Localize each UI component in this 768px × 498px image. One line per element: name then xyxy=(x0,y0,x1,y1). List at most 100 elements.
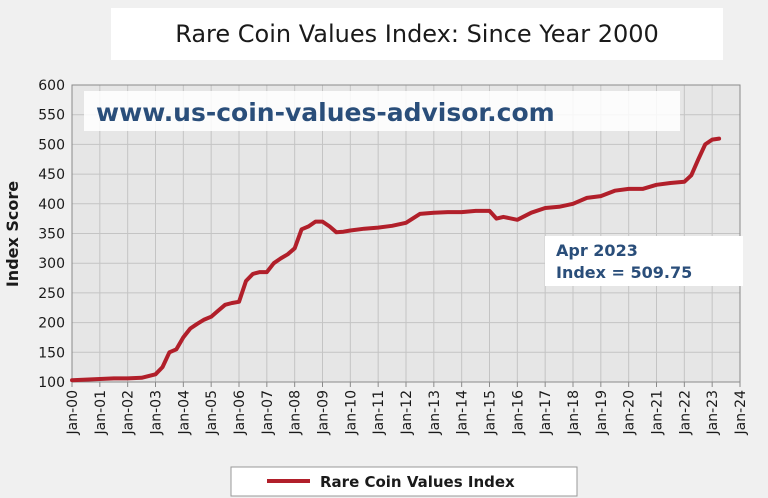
data-point xyxy=(182,336,184,338)
x-tick-label: Jan-12 xyxy=(399,390,415,435)
data-point xyxy=(85,379,87,381)
plot-border xyxy=(71,84,741,383)
data-point xyxy=(704,143,706,145)
x-tick-label: Jan-16 xyxy=(510,390,526,436)
data-point xyxy=(495,218,498,220)
legend: Rare Coin Values Index xyxy=(230,466,578,497)
y-tick-label: 600 xyxy=(38,78,65,94)
data-point xyxy=(669,182,672,184)
data-point xyxy=(690,174,692,176)
data-point xyxy=(600,195,602,197)
x-tick-label: Jan-09 xyxy=(316,390,332,435)
data-point xyxy=(238,301,240,303)
x-tick-label: Jan-18 xyxy=(566,390,582,435)
annotation-line-1: Apr 2023 xyxy=(556,241,638,260)
data-point xyxy=(433,212,435,214)
x-tick-label: Jan-06 xyxy=(232,390,248,436)
y-tick-label: 450 xyxy=(38,167,65,183)
data-point xyxy=(349,229,351,232)
data-point xyxy=(718,138,720,140)
x-tick-label: Jan-00 xyxy=(65,390,81,435)
data-point xyxy=(217,310,219,312)
data-point xyxy=(530,212,532,214)
data-point xyxy=(447,211,449,213)
y-tick-label: 500 xyxy=(38,137,65,153)
data-point xyxy=(642,188,644,190)
data-point xyxy=(113,377,115,379)
data-point xyxy=(711,139,713,141)
data-point xyxy=(321,221,324,223)
data-point xyxy=(161,366,164,368)
x-tick-label: Jan-08 xyxy=(288,390,304,435)
series-layer xyxy=(70,136,722,383)
data-point xyxy=(231,302,233,304)
data-point xyxy=(168,351,170,353)
data-point xyxy=(363,228,365,230)
data-point xyxy=(314,221,317,223)
data-point xyxy=(141,377,143,379)
data-point xyxy=(196,323,198,325)
chart-title: Rare Coin Values Index: Since Year 2000 xyxy=(111,8,723,60)
y-tick-label: 400 xyxy=(38,197,65,213)
x-tick-label: Jan-04 xyxy=(176,390,192,436)
data-point xyxy=(259,271,261,273)
data-point xyxy=(252,273,254,275)
y-axis-label: Index Score xyxy=(3,181,22,287)
data-point xyxy=(287,253,289,255)
y-tick-label: 100 xyxy=(38,375,65,391)
y-tick-label: 200 xyxy=(38,316,65,332)
watermark-group: www.us-coin-values-advisor.com xyxy=(84,91,680,131)
data-point xyxy=(502,216,504,218)
x-tick-label: Jan-11 xyxy=(371,390,387,435)
data-point xyxy=(697,158,699,160)
data-point xyxy=(71,379,73,381)
watermark-background xyxy=(84,91,680,131)
data-point xyxy=(245,280,247,282)
data-point xyxy=(175,348,177,350)
y-axis-ticks: 600 550 500 450 400 350 300 250 200 150 100 xyxy=(38,78,65,391)
y-tick-label: 300 xyxy=(38,256,65,272)
data-point xyxy=(203,319,205,321)
data-point xyxy=(655,184,658,186)
data-point xyxy=(154,373,157,375)
data-point xyxy=(516,219,518,221)
data-point xyxy=(475,210,477,212)
x-tick-label: Jan-13 xyxy=(427,390,443,435)
data-point xyxy=(342,231,344,233)
y-tick-label: 550 xyxy=(38,108,65,124)
data-point xyxy=(461,211,463,213)
legend-box xyxy=(230,466,578,497)
data-point xyxy=(280,257,282,259)
data-point xyxy=(628,188,630,190)
data-point xyxy=(377,227,379,229)
annotation-background xyxy=(545,236,743,286)
x-tick-label: Jan-17 xyxy=(538,390,554,435)
data-point xyxy=(308,225,310,227)
data-point xyxy=(294,247,296,249)
x-tick-label: Jan-02 xyxy=(121,390,137,435)
data-point xyxy=(266,271,268,273)
x-tick-label: Jan-21 xyxy=(650,390,666,435)
x-tick-label: Jan-07 xyxy=(260,390,276,435)
x-tick-label: Jan-05 xyxy=(204,390,220,435)
data-point xyxy=(572,203,574,205)
data-point xyxy=(488,210,491,212)
data-point xyxy=(210,316,212,318)
data-point xyxy=(189,327,191,330)
x-tick-label: Jan-15 xyxy=(483,390,499,435)
data-point xyxy=(586,197,588,199)
x-tick-label: Jan-14 xyxy=(455,390,471,436)
y-tick-label: 250 xyxy=(38,286,65,302)
y-tick-label: 350 xyxy=(38,227,65,243)
data-point xyxy=(558,206,560,208)
annotation-group: Apr 2023 Index = 509.75 xyxy=(545,236,743,286)
data-point xyxy=(99,378,101,380)
data-point xyxy=(127,377,129,379)
data-point xyxy=(683,181,685,183)
data-point xyxy=(614,190,616,192)
x-tick-label: Jan-01 xyxy=(93,390,109,435)
data-point xyxy=(335,231,337,233)
data-point xyxy=(328,225,331,227)
x-tick-label: Jan-22 xyxy=(677,390,693,435)
